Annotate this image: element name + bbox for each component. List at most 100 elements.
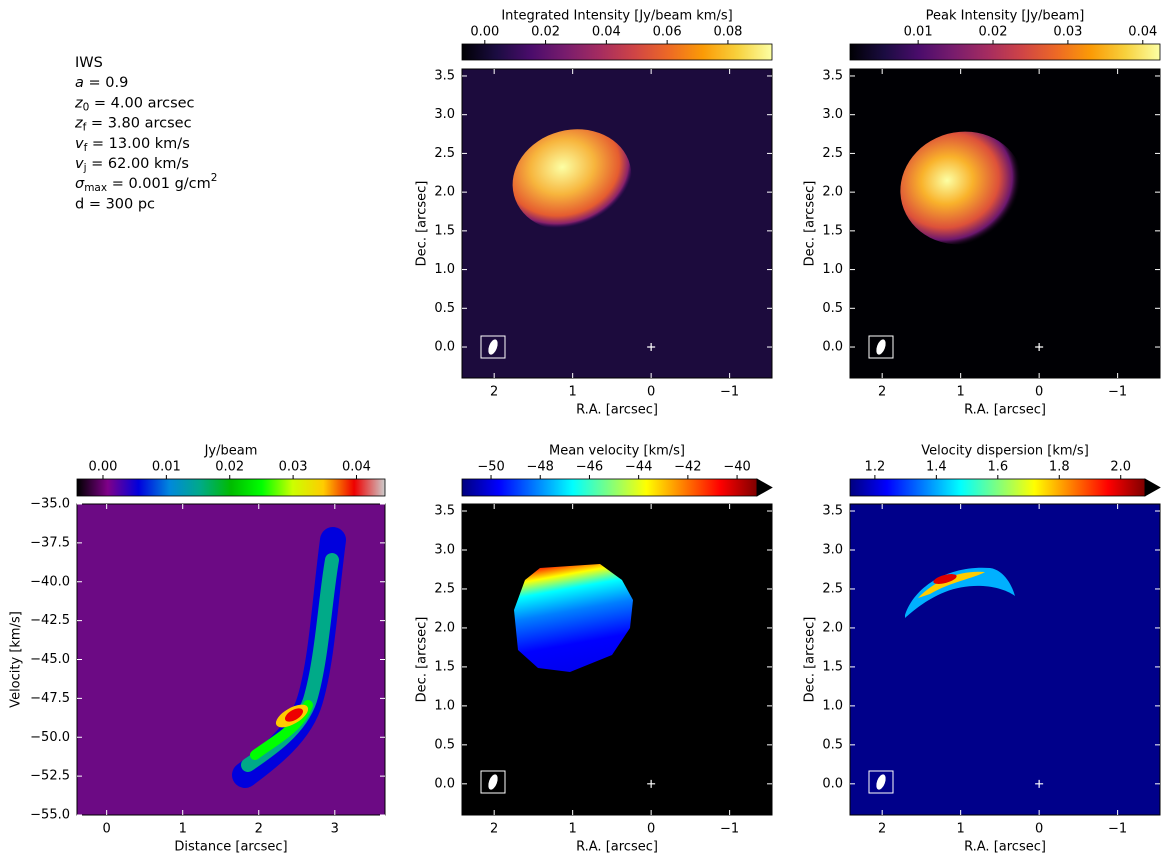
- beam: [876, 774, 886, 790]
- y-tick-label: 2.0: [822, 620, 843, 635]
- image: [77, 504, 385, 815]
- plot-frame: [461, 68, 773, 379]
- y-tick-label: 3.0: [822, 107, 843, 122]
- beam: [876, 339, 886, 355]
- colorbar-tick-label: 0.00: [470, 25, 499, 40]
- panel: 0 1 2 3 −35.0 −37.5 −40.0 −42.5 −45.0 −47.5 −50.0 −…: [9, 444, 386, 855]
- y-tick-label: 2.0: [822, 185, 843, 200]
- y-tick-label: 3.0: [434, 107, 455, 122]
- colorbar-tick-label: 0.02: [531, 25, 560, 40]
- parameter-part: 2: [211, 172, 218, 184]
- image: [850, 69, 1160, 378]
- colorbar-extend: [756, 478, 773, 497]
- parameter-part: 0: [83, 101, 90, 113]
- beam: [488, 339, 498, 355]
- parameter-part: j: [83, 162, 87, 174]
- parameter-line: vf = 13.00 km/s: [75, 136, 190, 154]
- plot-frame: [849, 68, 1161, 379]
- y-tick-label: 1.5: [822, 223, 843, 238]
- y-tick-label: 2.5: [822, 581, 843, 596]
- colorbar-title: Integrated Intensity [Jy/beam km/s]: [501, 9, 732, 24]
- origin-marker: [647, 779, 656, 788]
- y-tick-label: 2.5: [822, 146, 843, 161]
- parameter-line: z0 = 4.00 arcsec: [74, 95, 195, 113]
- panel: 2 1 0 −1 0.0 0.5 1.0 1.5 2.0 2.5 3.0 3.5 R.A. [arcse…: [803, 9, 1161, 418]
- x-tick-label: 2: [490, 822, 498, 837]
- parameter-line: d = 300 pc: [75, 196, 155, 212]
- y-tick-label: 2.0: [434, 620, 455, 635]
- y-tick-label: 3.5: [434, 504, 455, 519]
- x-axis-label: Distance [arcsec]: [174, 840, 287, 855]
- parameter-line: σmax = 0.001 g/cm2: [75, 172, 217, 194]
- x-tick-label: 2: [255, 822, 263, 837]
- image-background: [462, 504, 772, 815]
- colorbar-tick-label: 0.03: [279, 460, 308, 475]
- colorbar-tick-label: −50: [477, 460, 504, 475]
- emission: [933, 574, 957, 584]
- colorbar-tick-label: 0.02: [979, 25, 1008, 40]
- colorbar: [461, 43, 773, 61]
- y-tick-label: 2.0: [434, 185, 455, 200]
- x-tick-label: 1: [179, 822, 187, 837]
- colorbar-tick-label: 0.06: [653, 25, 682, 40]
- x-tick-label: −1: [720, 822, 739, 837]
- beam-box: [868, 335, 894, 359]
- colorbar-tick-label: 0.02: [215, 460, 244, 475]
- colorbar-tick-label: 0.00: [89, 460, 118, 475]
- x-tick-label: 1: [569, 822, 577, 837]
- parameter-part: a: [75, 75, 84, 91]
- parameter-part: d = 300 pc: [75, 196, 155, 212]
- colorbar-tick-label: 0.01: [152, 460, 181, 475]
- parameter-part: = 13.00 km/s: [87, 136, 189, 152]
- y-tick-label: 2.5: [434, 581, 455, 596]
- parameter-part: = 0.9: [84, 75, 128, 91]
- parameter-part: z: [74, 95, 83, 111]
- colorbar-tick-label: −48: [527, 460, 554, 475]
- emission: [918, 571, 985, 598]
- image: [850, 504, 1160, 815]
- x-tick-label: 1: [957, 385, 965, 400]
- parameter-part: = 0.001 g/cm: [107, 176, 211, 192]
- colorbar-tick-label: 0.04: [1128, 25, 1157, 40]
- parameter-part: IWS: [75, 55, 103, 71]
- parameter-part: f: [84, 142, 88, 154]
- beam-box: [480, 335, 506, 359]
- colorbar-title: Velocity dispersion [km/s]: [921, 444, 1089, 459]
- origin-marker: [1035, 779, 1044, 788]
- colorbar-tick-label: 1.2: [865, 460, 886, 475]
- y-tick-label: 3.0: [434, 542, 455, 557]
- parameter-part: v: [75, 136, 84, 152]
- colorbar: [849, 478, 1146, 497]
- emission: [284, 708, 304, 722]
- x-tick-label: −1: [1108, 822, 1127, 837]
- parameter-line: IWS: [75, 55, 103, 71]
- y-tick-label: −52.5: [30, 769, 70, 784]
- parameter-part: z: [74, 116, 83, 132]
- origin-marker: [647, 343, 656, 352]
- x-tick-label: 0: [1035, 822, 1043, 837]
- x-tick-label: −1: [1108, 385, 1127, 400]
- y-tick-label: 1.5: [434, 223, 455, 238]
- image-background: [850, 504, 1160, 815]
- colorbar-tick-label: 2.0: [1110, 460, 1131, 475]
- image: [462, 69, 772, 378]
- colorbar-tick-label: 1.8: [1049, 460, 1070, 475]
- y-tick-label: 1.0: [822, 262, 843, 277]
- x-tick-label: 3: [331, 822, 339, 837]
- y-tick-label: 1.5: [822, 659, 843, 674]
- y-tick-label: −50.0: [30, 730, 70, 745]
- colorbar-tick-label: −46: [576, 460, 603, 475]
- colorbar-tick-label: −40: [723, 460, 750, 475]
- y-tick-label: 0.0: [822, 776, 843, 791]
- y-tick-label: 0.0: [434, 776, 455, 791]
- x-tick-label: 2: [878, 822, 886, 837]
- y-tick-label: −40.0: [30, 574, 70, 589]
- y-tick-label: 3.5: [434, 68, 455, 83]
- plot-frame: [461, 503, 773, 816]
- image: [462, 504, 772, 815]
- y-tick-label: 0.5: [822, 301, 843, 316]
- colorbar-tick-label: 0.04: [342, 460, 371, 475]
- colorbar-tick-label: 0.01: [904, 25, 933, 40]
